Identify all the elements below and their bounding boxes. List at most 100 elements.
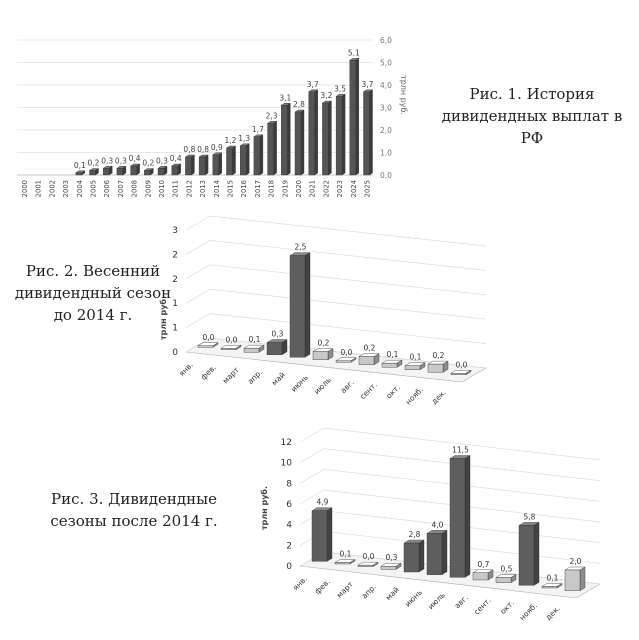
x-tick-label: 2009 bbox=[144, 180, 152, 197]
data-label: 11,5 bbox=[452, 446, 469, 455]
x-tick-label: 2011 bbox=[172, 180, 180, 197]
x-tick-label: авг. bbox=[453, 593, 470, 610]
y-tick-label: 6,0 bbox=[380, 36, 392, 45]
x-tick-label: 2001 bbox=[35, 180, 43, 197]
data-label: 0,0 bbox=[203, 333, 215, 342]
bar bbox=[225, 145, 237, 176]
bar bbox=[253, 134, 264, 176]
gridline bbox=[299, 489, 325, 505]
x-tick-label: 2021 bbox=[309, 180, 317, 197]
bar bbox=[116, 165, 127, 176]
bar bbox=[495, 574, 517, 584]
bar bbox=[403, 539, 425, 573]
y-tick-label: 10 bbox=[281, 459, 293, 469]
x-tick-label: 2013 bbox=[199, 180, 207, 197]
gridline bbox=[209, 240, 487, 271]
x-tick-label: 2010 bbox=[158, 180, 166, 197]
x-tick-label: янв. bbox=[291, 574, 309, 592]
data-label: 2,3 bbox=[266, 111, 278, 120]
y-tick-label: 5,0 bbox=[380, 59, 392, 68]
bar bbox=[335, 357, 357, 363]
y-tick-label: 3 bbox=[172, 226, 178, 236]
x-tick-label: 2018 bbox=[268, 180, 276, 197]
bar bbox=[427, 360, 449, 373]
y-tick-label: 4,0 bbox=[380, 81, 392, 90]
x-tick-label: 2017 bbox=[254, 180, 262, 197]
bar bbox=[171, 163, 182, 176]
x-tick-label: 2005 bbox=[90, 180, 98, 197]
figure-2-caption: Рис. 2. Весенний дивидендный сезон до 20… bbox=[14, 262, 172, 324]
data-label: 3,5 bbox=[334, 84, 346, 93]
data-label: 0,1 bbox=[547, 574, 559, 583]
y-tick-label: 2 bbox=[172, 250, 178, 260]
bar bbox=[349, 57, 360, 176]
data-label: 4,0 bbox=[432, 520, 444, 529]
data-label: 0,2 bbox=[318, 339, 330, 348]
gridline bbox=[209, 264, 487, 296]
data-label: 1,7 bbox=[252, 125, 264, 134]
x-tick-label: июль bbox=[426, 590, 447, 611]
bar bbox=[321, 100, 333, 176]
x-tick-label: 2002 bbox=[48, 180, 56, 197]
data-label: 0,3 bbox=[101, 156, 113, 165]
x-tick-label: 2016 bbox=[240, 180, 248, 197]
data-label: 5,8 bbox=[524, 512, 536, 521]
data-label: 0,4 bbox=[129, 154, 141, 163]
x-tick-label: 2024 bbox=[350, 180, 358, 197]
data-label: 0,3 bbox=[386, 553, 398, 562]
bar bbox=[380, 562, 402, 570]
bar bbox=[220, 344, 242, 351]
data-label: 2,5 bbox=[295, 243, 307, 252]
bar bbox=[243, 344, 265, 353]
y-tick-label: 0 bbox=[286, 562, 292, 572]
gridline bbox=[299, 427, 325, 443]
data-label: 0,2 bbox=[142, 159, 154, 168]
y-tick-label: 3,0 bbox=[380, 104, 392, 113]
x-tick-label: 2020 bbox=[295, 180, 303, 197]
bar bbox=[334, 559, 356, 565]
data-label: 1,2 bbox=[225, 136, 237, 145]
data-label: 1,3 bbox=[238, 134, 250, 143]
data-label: 0,1 bbox=[410, 353, 422, 362]
y-tick-label: 2 bbox=[172, 275, 178, 285]
gridline bbox=[209, 313, 487, 344]
data-label: 0,2 bbox=[433, 351, 445, 360]
bar bbox=[312, 348, 334, 361]
data-label: 2,8 bbox=[409, 530, 421, 539]
bar bbox=[335, 93, 346, 176]
gridline bbox=[323, 427, 601, 461]
data-label: 0,9 bbox=[211, 143, 223, 152]
bar bbox=[357, 561, 379, 568]
bar bbox=[239, 143, 250, 176]
data-label: 0,5 bbox=[501, 565, 513, 574]
bar bbox=[564, 566, 586, 592]
data-label: 2,0 bbox=[570, 557, 582, 566]
bar bbox=[266, 339, 288, 356]
x-tick-label: 2022 bbox=[322, 180, 330, 197]
gridline bbox=[209, 215, 487, 247]
x-tick-label: 2003 bbox=[62, 180, 70, 197]
x-tick-label: 2023 bbox=[336, 180, 344, 197]
figure-1-caption: Рис. 1. История дивидендных выплат в РФ bbox=[441, 85, 623, 147]
x-tick-label: нояб. bbox=[518, 601, 539, 622]
bar bbox=[449, 455, 471, 578]
data-label: 0,1 bbox=[387, 350, 399, 359]
bar bbox=[381, 359, 403, 368]
data-label: 3,2 bbox=[320, 91, 332, 100]
x-tick-label: 2014 bbox=[213, 180, 221, 197]
x-tick-label: апр. bbox=[360, 582, 378, 600]
data-label: 0,3 bbox=[115, 156, 127, 165]
data-label: 0,0 bbox=[456, 360, 468, 369]
data-label: 3,7 bbox=[362, 80, 374, 89]
y-axis-label: трлн руб. bbox=[259, 486, 269, 530]
y-tick-label: 8 bbox=[286, 479, 292, 489]
y-axis-label: трлн руб. bbox=[158, 296, 168, 340]
figure-3-caption: Рис. 3. Дивидендные сезоны после 2014 г. bbox=[50, 490, 218, 530]
y-axis-label: трлн руб. bbox=[399, 75, 408, 115]
y-tick-label: 1 bbox=[172, 324, 178, 334]
bar bbox=[157, 165, 168, 176]
data-label: 0,1 bbox=[249, 335, 261, 344]
bar bbox=[404, 362, 426, 371]
x-tick-label: дек. bbox=[544, 604, 562, 622]
